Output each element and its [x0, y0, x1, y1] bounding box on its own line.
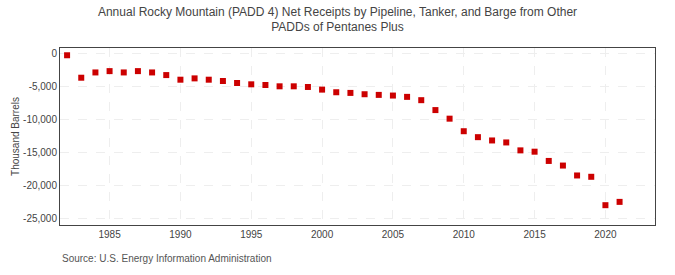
svg-text:Source: U.S. Energy Informatio: Source: U.S. Energy Information Administ…	[62, 253, 272, 264]
svg-text:2020: 2020	[594, 229, 617, 240]
svg-text:Annual Rocky Mountain (PADD 4): Annual Rocky Mountain (PADD 4) Net Recei…	[98, 5, 577, 35]
svg-text:1985: 1985	[98, 229, 121, 240]
svg-text:2015: 2015	[523, 229, 546, 240]
svg-text:-25,000: -25,000	[23, 213, 57, 224]
svg-text:-15,000: -15,000	[23, 147, 57, 158]
svg-text:2010: 2010	[453, 229, 476, 240]
svg-text:Thousand Barrels: Thousand Barrels	[10, 97, 21, 176]
svg-text:2000: 2000	[311, 229, 334, 240]
svg-text:2005: 2005	[382, 229, 405, 240]
svg-text:-10,000: -10,000	[23, 114, 57, 125]
svg-text:-20,000: -20,000	[23, 180, 57, 191]
svg-text:1995: 1995	[240, 229, 263, 240]
svg-text:1990: 1990	[169, 229, 192, 240]
svg-text:0: 0	[51, 48, 57, 59]
svg-text:-5,000: -5,000	[29, 81, 58, 92]
